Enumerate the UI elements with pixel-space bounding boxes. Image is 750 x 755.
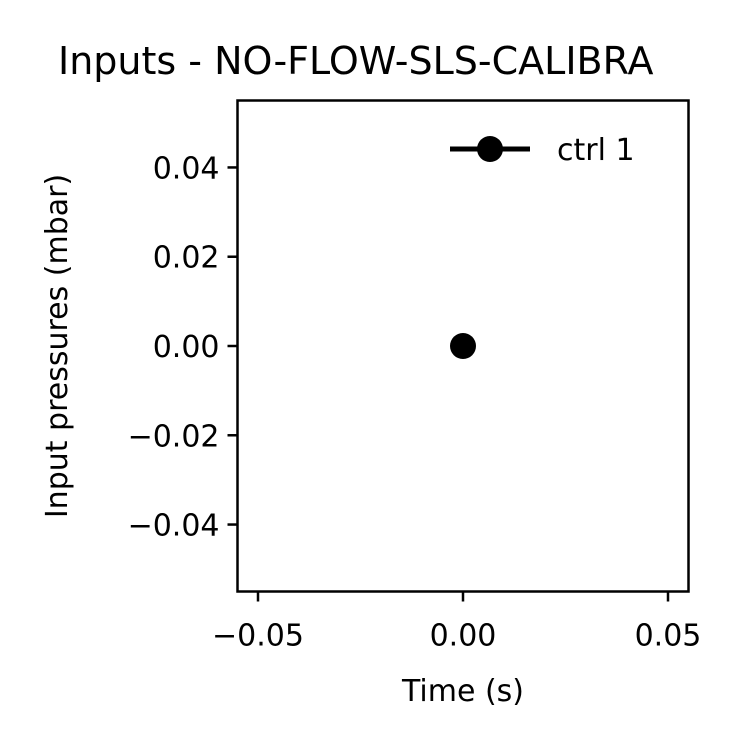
data-point <box>450 333 476 359</box>
legend: ctrl 1 <box>450 133 635 168</box>
legend-marker-ctrl-1 <box>477 136 503 162</box>
y-tick-label: 0.04 <box>153 151 220 186</box>
plot-area <box>450 333 476 359</box>
y-axis-label: Input pressures (mbar) <box>40 174 75 518</box>
y-tick-label: 0.02 <box>153 241 220 276</box>
y-tick-label: −0.04 <box>128 509 220 544</box>
y-tick-label: 0.00 <box>153 330 220 365</box>
chart-title: Inputs - NO-FLOW-SLS-CALIBRA <box>58 39 653 83</box>
legend-label-ctrl-1: ctrl 1 <box>557 133 635 168</box>
y-axis: 0.04 0.02 0.00 −0.02 −0.04 <box>128 151 238 544</box>
x-tick-label: 0.00 <box>430 619 497 654</box>
x-axis: −0.05 0.00 0.05 <box>212 591 702 654</box>
x-tick-label: 0.05 <box>635 619 702 654</box>
y-tick-label: −0.02 <box>128 419 220 454</box>
x-axis-label: Time (s) <box>401 674 524 709</box>
x-tick-label: −0.05 <box>212 619 304 654</box>
